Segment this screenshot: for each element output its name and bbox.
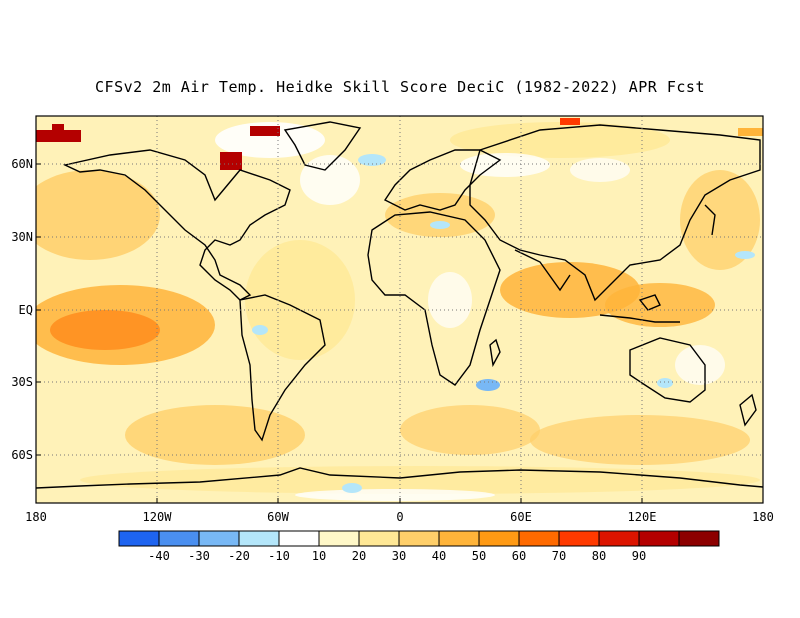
lat-tick: 60S	[11, 448, 33, 462]
colorbar-swatch	[438, 530, 480, 547]
colorbar-label: 70	[552, 549, 566, 563]
lon-tick: 180	[25, 510, 47, 524]
colorbar-label: -10	[268, 549, 290, 563]
lon-tick: 180	[752, 510, 774, 524]
colorbar-label: -30	[188, 549, 210, 563]
coastlines	[36, 121, 763, 489]
colorbar-label: 30	[392, 549, 406, 563]
colorbar-label: 40	[432, 549, 446, 563]
colorbar-swatch	[598, 530, 640, 547]
colorbar-swatch	[358, 530, 400, 547]
colorbar-swatch	[118, 530, 160, 547]
colorbar-label: -20	[228, 549, 250, 563]
colorbar-labels: -40 -30 -20 -10 10 20 30 40 50 60 70 80 …	[148, 549, 646, 563]
map-title: CFSv2 2m Air Temp. Heidke Skill Score De…	[95, 78, 705, 96]
colorbar-label: -40	[148, 549, 170, 563]
colorbar-swatch	[398, 530, 440, 547]
colorbar-swatch	[638, 530, 680, 547]
colorbar-swatch	[318, 530, 360, 547]
lon-axis: 180 120W 60W 0 60E 120E 180	[25, 510, 774, 524]
colorbar-swatch	[198, 530, 240, 547]
lat-tick: 60N	[11, 157, 33, 171]
colorbar-label: 20	[352, 549, 366, 563]
colorbar-label: 90	[632, 549, 646, 563]
skill-field	[36, 116, 763, 503]
colorbar-swatch	[558, 530, 600, 547]
colorbar-swatch	[678, 530, 720, 547]
lon-tick: 120W	[143, 510, 173, 524]
lat-axis: 60N 30N EQ 30S 60S	[11, 157, 33, 462]
colorbar-label: 60	[512, 549, 526, 563]
lat-tick: 30S	[11, 375, 33, 389]
colorbar-label: 10	[312, 549, 326, 563]
colorbar-swatch	[238, 530, 280, 547]
graticule	[36, 116, 763, 503]
colorbar-swatch	[478, 530, 520, 547]
colorbar-label: 80	[592, 549, 606, 563]
lon-tick: 60E	[510, 510, 532, 524]
lat-tick: 30N	[11, 230, 33, 244]
colorbar-swatch	[158, 530, 200, 547]
colorbar	[118, 530, 720, 547]
colorbar-swatch	[518, 530, 560, 547]
colorbar-label: 50	[472, 549, 486, 563]
lon-tick: 0	[396, 510, 403, 524]
lon-tick: 120E	[628, 510, 657, 524]
lon-tick: 60W	[267, 510, 289, 524]
lat-tick: EQ	[19, 303, 33, 317]
colorbar-swatch	[278, 530, 320, 547]
